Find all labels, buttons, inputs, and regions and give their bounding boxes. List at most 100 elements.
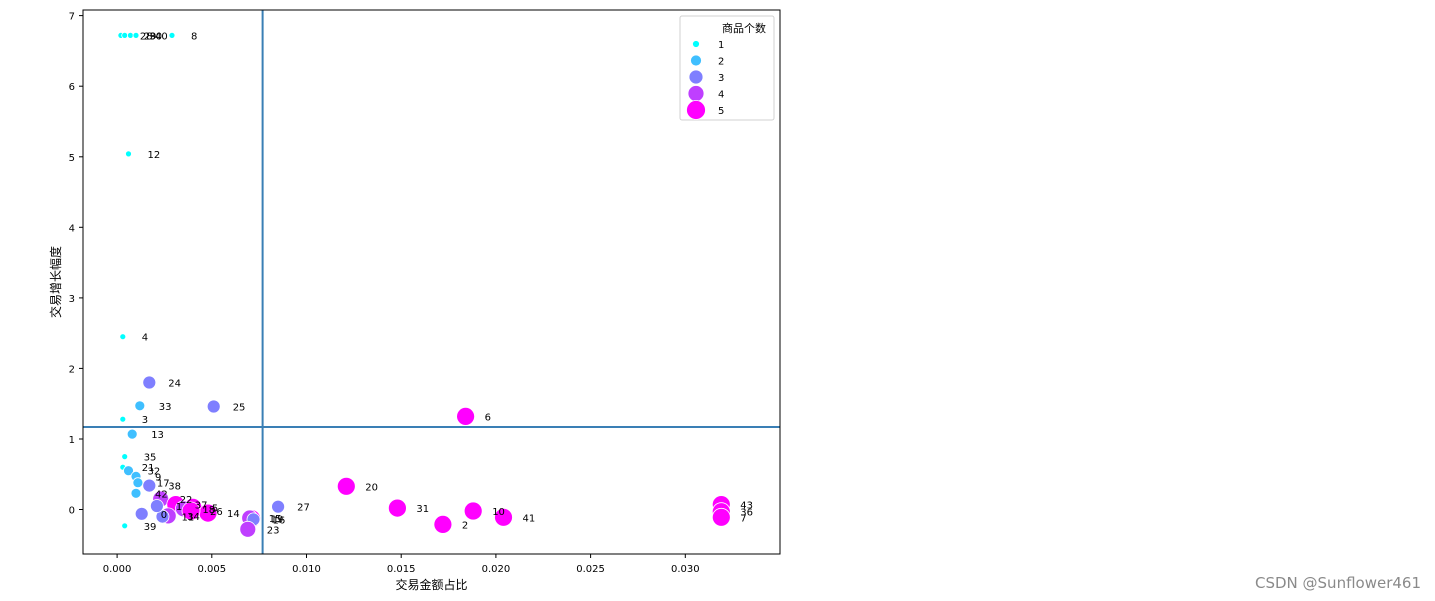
data-point xyxy=(130,487,142,499)
data-point xyxy=(134,400,146,412)
legend-marker xyxy=(692,40,700,48)
legend-entry-label: 4 xyxy=(718,90,724,101)
x-axis-label: 交易金额占比 xyxy=(395,577,467,592)
data-point xyxy=(119,415,127,423)
point-label: 26 xyxy=(210,507,223,518)
legend-entry-label: 5 xyxy=(718,106,724,117)
data-point xyxy=(134,506,149,521)
point-label: 42 xyxy=(155,489,168,500)
legend-title: 商品个数 xyxy=(722,21,766,35)
x-tick-label: 0.005 xyxy=(197,564,226,575)
point-label: 1 xyxy=(176,502,182,513)
legend-marker xyxy=(688,69,704,85)
point-label: 8 xyxy=(191,31,197,42)
point-label: 36 xyxy=(740,508,753,519)
point-label: 15 xyxy=(269,514,282,525)
point-label: 17 xyxy=(157,479,170,490)
point-label: 35 xyxy=(144,453,157,464)
plot-frame xyxy=(82,9,781,555)
legend-entry-label: 3 xyxy=(718,73,724,84)
point-label: 9 xyxy=(155,472,161,483)
data-point xyxy=(121,453,129,461)
point-label: 7 xyxy=(740,513,746,524)
data-point xyxy=(142,375,157,390)
y-tick-label: 7 xyxy=(69,12,75,23)
x-tick-label: 0.015 xyxy=(387,564,416,575)
y-tick-label: 6 xyxy=(69,82,75,93)
point-label: 6 xyxy=(485,412,491,423)
point-label: 30 xyxy=(149,31,162,42)
point-label: 27 xyxy=(297,503,310,514)
point-label: 39 xyxy=(144,522,157,533)
data-point xyxy=(711,507,731,527)
point-label: 19 xyxy=(271,515,284,526)
y-tick-label: 0 xyxy=(69,506,75,517)
data-point xyxy=(132,477,144,489)
y-tick-label: 4 xyxy=(69,223,75,234)
data-point xyxy=(142,478,157,493)
point-label: 12 xyxy=(148,150,161,161)
point-label: 38 xyxy=(168,482,181,493)
point-label: 41 xyxy=(523,513,536,524)
data-point xyxy=(463,501,483,521)
point-label: 4 xyxy=(142,333,148,344)
point-label: 23 xyxy=(267,525,280,536)
data-point xyxy=(336,476,356,496)
x-axis-ticks: 0.000 0.005 0.010 0.015 0.020 0.025 0.030 xyxy=(103,554,700,575)
point-label: 32 xyxy=(148,467,161,478)
data-point xyxy=(119,333,127,341)
point-label: 18 xyxy=(202,505,215,516)
watermark: CSDN @Sunflower461 xyxy=(1255,574,1421,592)
data-point xyxy=(271,499,286,514)
y-tick-label: 3 xyxy=(69,294,75,305)
legend-entry-label: 2 xyxy=(718,57,724,68)
point-label: 25 xyxy=(233,403,246,414)
data-point xyxy=(123,465,134,477)
point-label: 13 xyxy=(151,430,164,441)
x-tick-label: 0.030 xyxy=(671,564,700,575)
legend-marker xyxy=(686,100,706,120)
data-point xyxy=(126,32,134,39)
point-label: 14 xyxy=(227,509,240,520)
reference-lines xyxy=(83,10,780,554)
y-tick-label: 2 xyxy=(69,364,75,375)
legend: 商品个数 1 2 3 4 5 xyxy=(679,15,775,121)
data-point xyxy=(125,150,132,158)
data-point xyxy=(126,428,138,440)
data-point xyxy=(121,32,129,39)
data-point xyxy=(121,522,129,530)
point-label: 22 xyxy=(180,495,193,506)
data-point xyxy=(387,498,407,518)
y-axis-ticks: 0 1 2 3 4 5 6 7 xyxy=(69,12,83,517)
point-label: 31 xyxy=(416,504,429,515)
point-label: 2 xyxy=(462,520,468,531)
y-tick-label: 5 xyxy=(69,153,75,164)
data-point xyxy=(181,501,201,521)
legend-marker xyxy=(690,54,702,67)
x-tick-label: 0.000 xyxy=(103,564,132,575)
point-label: 10 xyxy=(492,507,505,518)
point-label: 24 xyxy=(168,379,181,390)
x-tick-label: 0.020 xyxy=(482,564,511,575)
point-label: 0 xyxy=(161,510,167,521)
point-label: 28 xyxy=(140,31,153,42)
point-label: 11 xyxy=(182,513,195,524)
point-label: 34 xyxy=(187,512,200,523)
data-point xyxy=(132,32,140,39)
data-point xyxy=(206,399,221,414)
point-label: 21 xyxy=(142,463,155,474)
point-label: 5 xyxy=(212,503,218,514)
x-tick-label: 0.025 xyxy=(576,564,605,575)
data-point xyxy=(168,32,176,39)
data-point xyxy=(494,507,513,527)
point-label: 40 xyxy=(155,31,168,42)
point-label: 37 xyxy=(195,501,208,512)
data-point xyxy=(433,515,453,534)
data-point xyxy=(155,509,170,524)
data-point xyxy=(239,520,257,538)
data-point xyxy=(456,406,476,426)
point-label: 16 xyxy=(273,515,286,526)
point-label: 3 xyxy=(142,415,148,426)
